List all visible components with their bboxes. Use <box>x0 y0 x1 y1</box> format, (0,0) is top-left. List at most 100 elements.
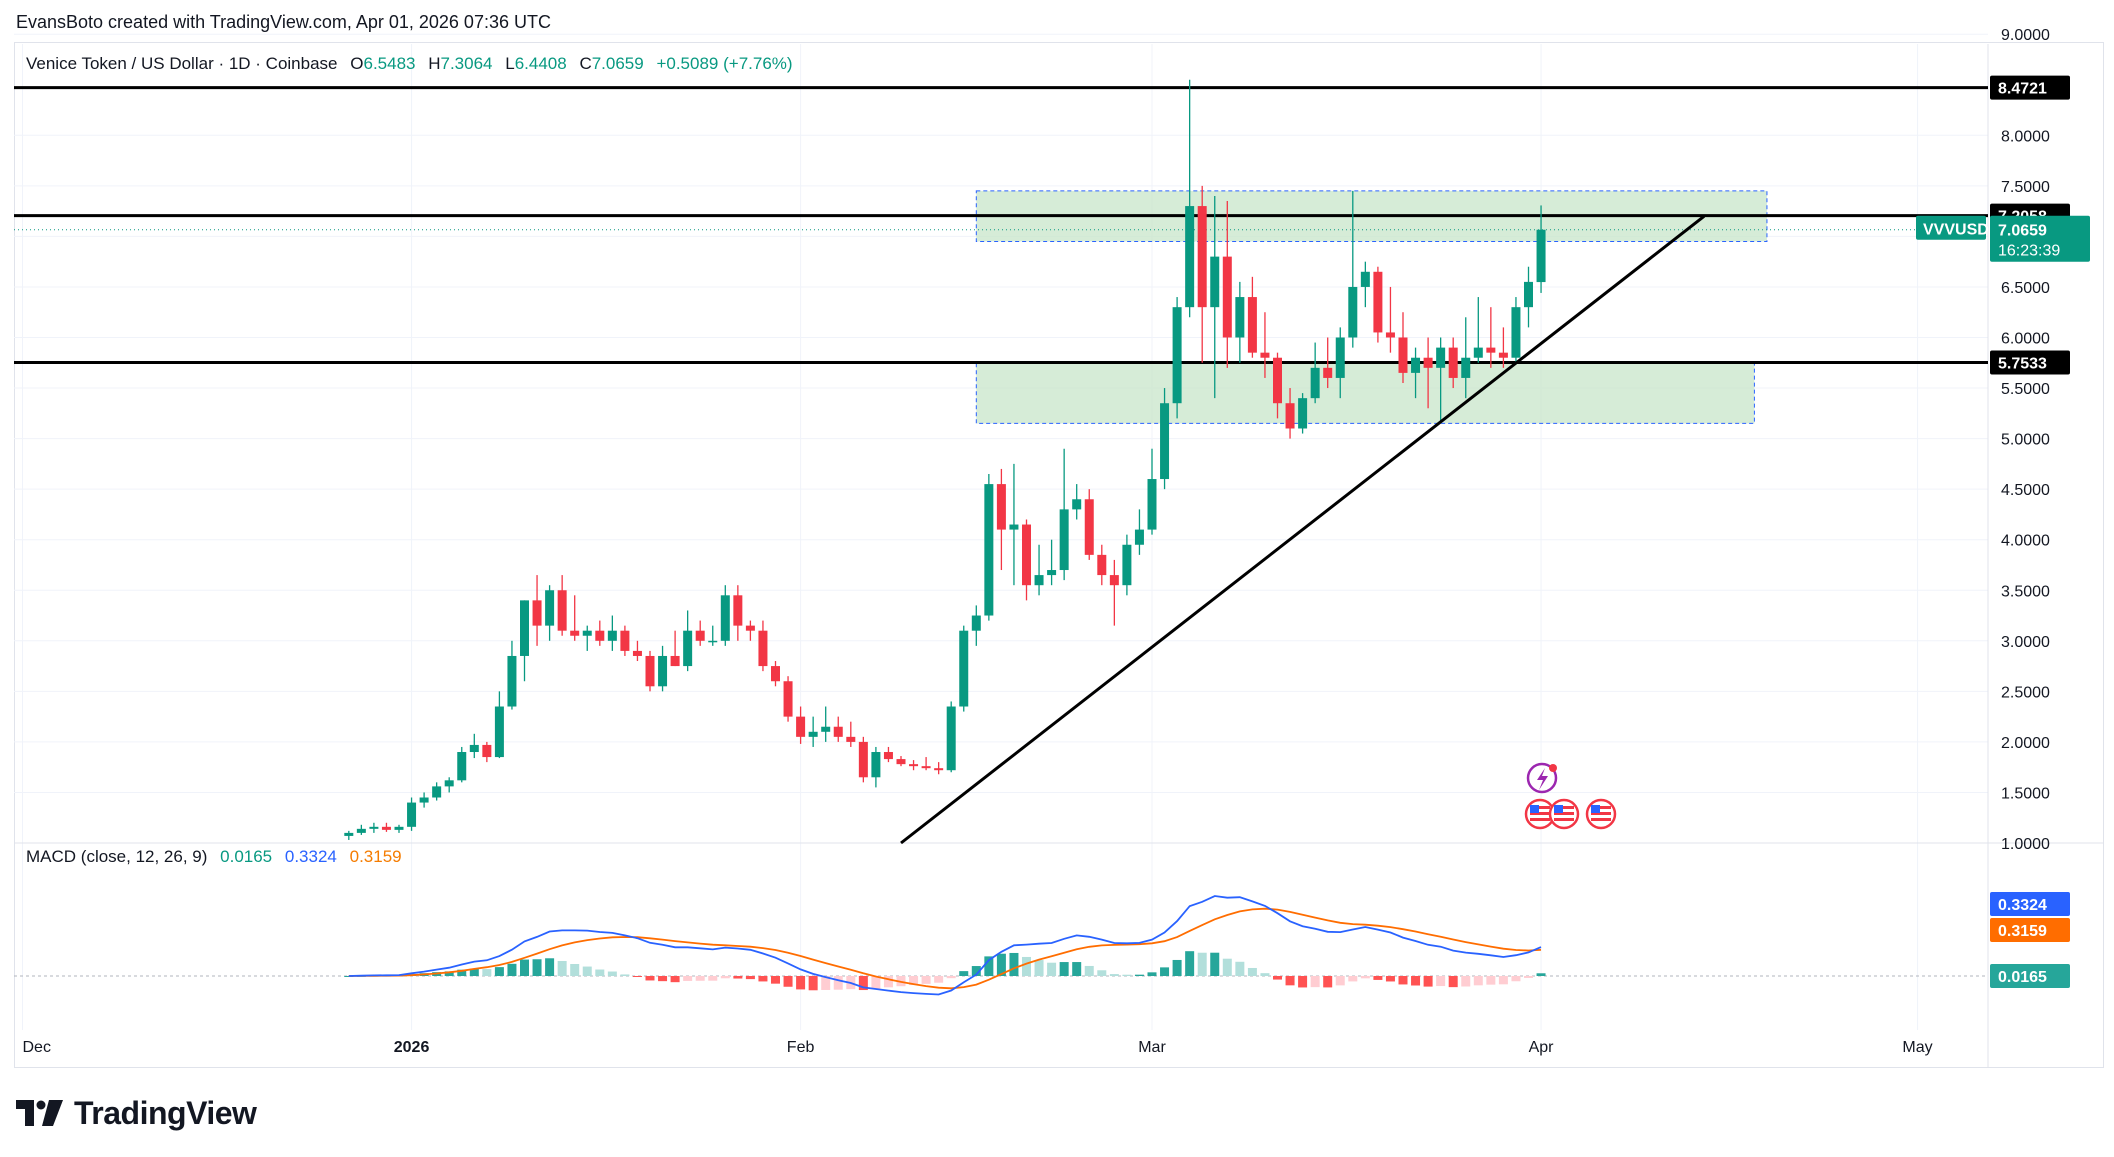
tradingview-wordmark: TradingView <box>74 1094 257 1131</box>
candle-body <box>1310 367 1320 399</box>
time-tick-label: May <box>1902 1039 1932 1056</box>
level-tag-high: 8.4721 <box>1998 81 2047 98</box>
macd-histogram-bar <box>670 976 680 983</box>
price-tick-label: 8.0000 <box>2001 128 2050 145</box>
macd-pane <box>14 895 1988 996</box>
macd-tag-histogram: 0.0165 <box>1998 969 2047 986</box>
low-value: 6.4408 <box>514 54 567 73</box>
candle-body <box>469 744 479 753</box>
high-label: H <box>428 54 441 73</box>
macd-histogram-bar <box>1022 956 1031 976</box>
symbol-name: Venice Token / US Dollar · 1D · Coinbase <box>26 54 338 73</box>
candle-body <box>796 716 806 737</box>
candle-body <box>369 826 379 829</box>
macd-histogram-bar <box>733 976 743 979</box>
candle-body <box>444 780 454 787</box>
candle-body <box>570 630 580 636</box>
macd-histogram-bar <box>1009 952 1019 976</box>
candle-body <box>1273 357 1282 404</box>
last-price-tag: 7.0659 <box>1998 223 2047 240</box>
macd-histogram-bar <box>695 976 705 981</box>
candle-body <box>658 655 668 687</box>
candle-body <box>1385 332 1395 338</box>
candle-body <box>432 786 442 798</box>
macd-histogram-bar <box>1084 965 1094 976</box>
macd-histogram-bar <box>871 976 881 989</box>
candle-body <box>858 741 868 778</box>
macd-histogram-bar <box>833 976 843 990</box>
candle-body <box>407 802 417 827</box>
candle-body <box>557 590 567 631</box>
macd-histogram-bar <box>1536 973 1546 976</box>
price-tick-label: 5.5000 <box>2001 381 2050 398</box>
macd-histogram-bar <box>1210 952 1220 976</box>
macd-histogram-bar <box>921 976 931 984</box>
macd-histogram-bar <box>607 971 617 976</box>
price-tick-label: 4.0000 <box>2001 533 2050 550</box>
level-tag-low-bg <box>1990 350 2070 375</box>
macd-histogram-bar <box>1235 961 1245 976</box>
candle-body <box>457 752 467 781</box>
macd-tag-macd-bg <box>1990 892 2070 916</box>
macd-histogram-bar <box>946 976 956 979</box>
macd-histogram-bar <box>1348 976 1358 982</box>
candle-body <box>356 828 366 833</box>
candle-body <box>1235 297 1245 338</box>
candle-body <box>507 655 517 707</box>
candle-body <box>1097 554 1107 576</box>
countdown-tag: 16:23:39 <box>1998 243 2060 260</box>
candle-body <box>1122 544 1132 586</box>
candle-body <box>833 726 843 737</box>
macd-tag-macd: 0.3324 <box>1998 897 2047 914</box>
candle-body <box>1461 357 1471 378</box>
candle-body <box>695 630 705 641</box>
macd-histogram-bar <box>808 976 818 991</box>
candle-body <box>971 615 981 631</box>
macd-legend[interactable]: MACD (close, 12, 26, 9) 0.0165 0.3324 0.… <box>26 847 402 867</box>
macd-histogram-value: 0.0165 <box>220 847 273 866</box>
low-label: L <box>505 54 515 73</box>
candle-body <box>1423 357 1433 368</box>
macd-histogram-bar <box>934 976 944 983</box>
macd-histogram-bar <box>582 966 592 976</box>
price-tick-label: 2.5000 <box>2001 684 2050 701</box>
macd-tag-signal-bg <box>1990 918 2070 942</box>
macd-signal-line <box>348 907 1542 990</box>
symbol-legend[interactable]: Venice Token / US Dollar · 1D · Coinbase… <box>26 54 793 74</box>
us-flag-icon[interactable] <box>1585 798 1617 830</box>
macd-histogram-bar <box>1160 967 1170 976</box>
candle-body <box>1524 281 1533 308</box>
time-tick-label: Mar <box>1138 1039 1166 1056</box>
event-icons[interactable] <box>1524 762 1617 830</box>
candle-body <box>808 731 818 737</box>
candle-body <box>595 630 605 641</box>
macd-histogram-bar <box>796 976 806 990</box>
macd-histogram-bar <box>1134 974 1144 976</box>
trendline-group[interactable] <box>900 214 1706 845</box>
candle-body <box>1323 367 1333 378</box>
candle-body <box>1047 570 1057 576</box>
candle-body <box>896 759 906 765</box>
lightning-icon[interactable] <box>1526 762 1558 794</box>
macd-histogram-bar <box>1185 951 1195 976</box>
macd-histogram-bar <box>1034 960 1044 976</box>
candle-body <box>1448 347 1458 378</box>
candle-body <box>1210 256 1220 308</box>
macd-histogram-bar <box>520 959 529 976</box>
high-value: 7.3064 <box>440 54 493 73</box>
tradingview-logo[interactable]: TradingView <box>16 1093 257 1133</box>
macd-histogram-bar <box>570 964 580 976</box>
candle-body <box>1360 271 1370 287</box>
close-label: C <box>579 54 592 73</box>
macd-histogram-bar <box>469 968 479 976</box>
candle-body <box>482 744 492 758</box>
time-tick-label: Feb <box>787 1039 815 1056</box>
price-tick-label: 9.0000 <box>2001 27 2050 44</box>
macd-histogram-bar <box>457 969 467 976</box>
time-tick-label: Apr <box>1529 1039 1555 1056</box>
macd-histogram-bar <box>1448 976 1458 988</box>
us-flag-icon[interactable] <box>1548 798 1580 830</box>
open-label: O <box>350 54 364 73</box>
horizontal-lines[interactable] <box>14 86 1988 364</box>
